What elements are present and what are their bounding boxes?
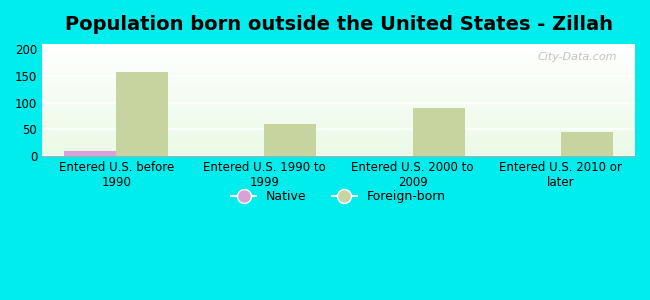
Bar bbox=[116, 72, 168, 156]
Legend: Native, Foreign-born: Native, Foreign-born bbox=[226, 185, 451, 208]
Bar bbox=[265, 124, 317, 156]
Bar bbox=[561, 132, 613, 156]
Text: City-Data.com: City-Data.com bbox=[538, 52, 618, 62]
Bar bbox=[64, 151, 116, 156]
Title: Population born outside the United States - Zillah: Population born outside the United State… bbox=[64, 15, 612, 34]
Bar bbox=[413, 108, 465, 156]
